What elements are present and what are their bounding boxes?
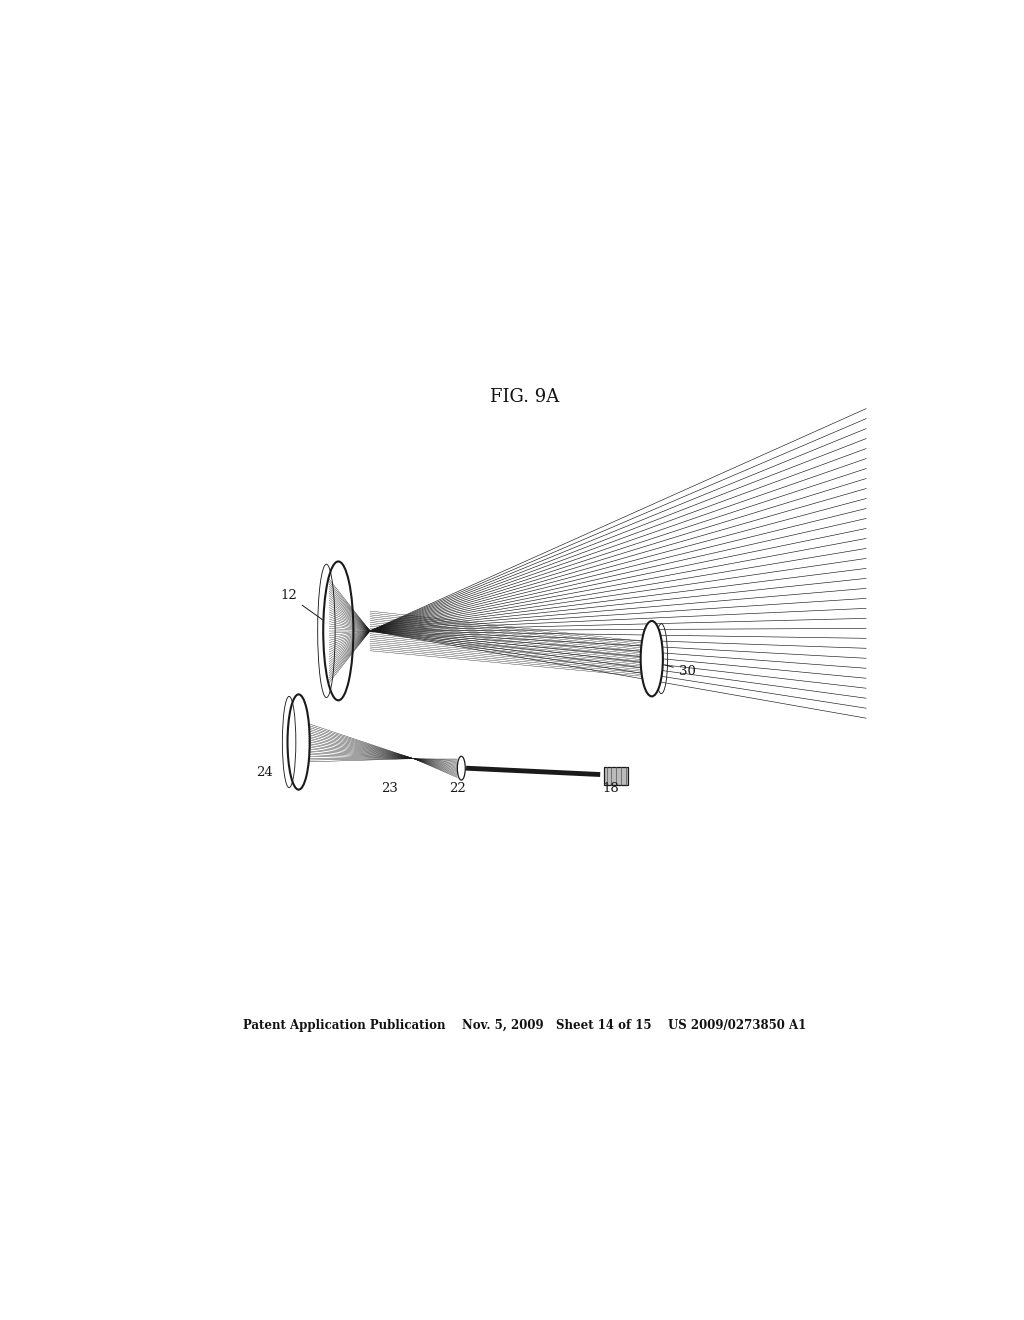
Text: 12: 12 (281, 589, 323, 620)
Text: 30: 30 (665, 664, 695, 677)
Text: 22: 22 (449, 781, 466, 795)
Ellipse shape (458, 756, 465, 780)
Bar (604, 767, 628, 785)
Text: Patent Application Publication    Nov. 5, 2009   Sheet 14 of 15    US 2009/02738: Patent Application Publication Nov. 5, 2… (243, 1019, 807, 1032)
Ellipse shape (641, 620, 663, 697)
Text: 18: 18 (603, 781, 620, 795)
Text: FIG. 9A: FIG. 9A (490, 388, 559, 405)
Text: 23: 23 (382, 781, 398, 795)
Text: 24: 24 (256, 766, 272, 779)
